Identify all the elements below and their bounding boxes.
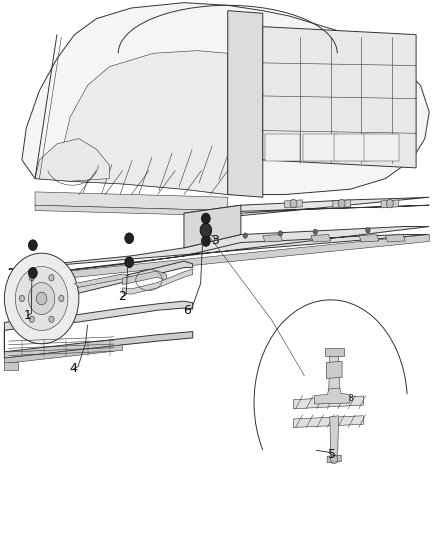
Polygon shape — [325, 348, 344, 356]
Polygon shape — [123, 269, 193, 294]
Polygon shape — [359, 235, 379, 242]
Polygon shape — [314, 388, 350, 404]
Circle shape — [201, 236, 210, 246]
Circle shape — [366, 228, 370, 233]
Polygon shape — [311, 235, 331, 242]
Text: 3: 3 — [211, 235, 219, 247]
Text: 8: 8 — [348, 394, 353, 403]
Polygon shape — [123, 271, 166, 285]
Polygon shape — [184, 197, 429, 221]
Circle shape — [28, 268, 37, 278]
Circle shape — [15, 266, 68, 330]
Polygon shape — [263, 27, 416, 168]
Circle shape — [36, 292, 47, 305]
Polygon shape — [74, 274, 131, 287]
Polygon shape — [328, 356, 340, 397]
Polygon shape — [265, 134, 300, 161]
Polygon shape — [327, 455, 341, 463]
Polygon shape — [364, 134, 399, 161]
Polygon shape — [385, 235, 405, 242]
Circle shape — [59, 295, 64, 302]
Circle shape — [28, 240, 37, 251]
Polygon shape — [22, 3, 429, 195]
Circle shape — [200, 223, 212, 237]
Polygon shape — [303, 134, 338, 161]
Polygon shape — [9, 235, 429, 284]
Polygon shape — [184, 205, 241, 248]
Circle shape — [125, 233, 134, 244]
Circle shape — [4, 253, 79, 344]
Polygon shape — [333, 200, 350, 208]
Circle shape — [278, 231, 283, 236]
Polygon shape — [4, 332, 193, 358]
Circle shape — [313, 229, 318, 235]
Circle shape — [29, 316, 34, 322]
Circle shape — [29, 274, 34, 281]
Text: 4: 4 — [70, 362, 78, 375]
Circle shape — [19, 295, 25, 302]
Polygon shape — [228, 11, 263, 197]
Polygon shape — [285, 200, 302, 208]
Circle shape — [243, 233, 247, 238]
Polygon shape — [35, 205, 228, 216]
Polygon shape — [293, 396, 364, 409]
Polygon shape — [35, 139, 110, 181]
Circle shape — [49, 316, 54, 322]
Circle shape — [125, 257, 134, 268]
Circle shape — [28, 282, 55, 314]
Polygon shape — [9, 227, 429, 277]
Polygon shape — [61, 51, 228, 195]
Polygon shape — [293, 416, 364, 427]
Polygon shape — [381, 200, 399, 208]
Polygon shape — [4, 345, 123, 364]
Text: 6: 6 — [184, 304, 191, 317]
Polygon shape — [4, 362, 18, 370]
Polygon shape — [334, 134, 369, 161]
Polygon shape — [330, 416, 339, 457]
Polygon shape — [35, 192, 228, 211]
Circle shape — [386, 199, 393, 208]
Text: 1: 1 — [23, 309, 31, 322]
Polygon shape — [326, 361, 342, 378]
Circle shape — [49, 274, 54, 281]
Polygon shape — [4, 301, 193, 352]
Text: 2: 2 — [118, 290, 126, 303]
Circle shape — [290, 199, 297, 208]
Circle shape — [201, 213, 210, 224]
Circle shape — [338, 199, 345, 208]
Text: 5: 5 — [328, 448, 336, 461]
Polygon shape — [263, 235, 283, 242]
Polygon shape — [9, 261, 193, 310]
